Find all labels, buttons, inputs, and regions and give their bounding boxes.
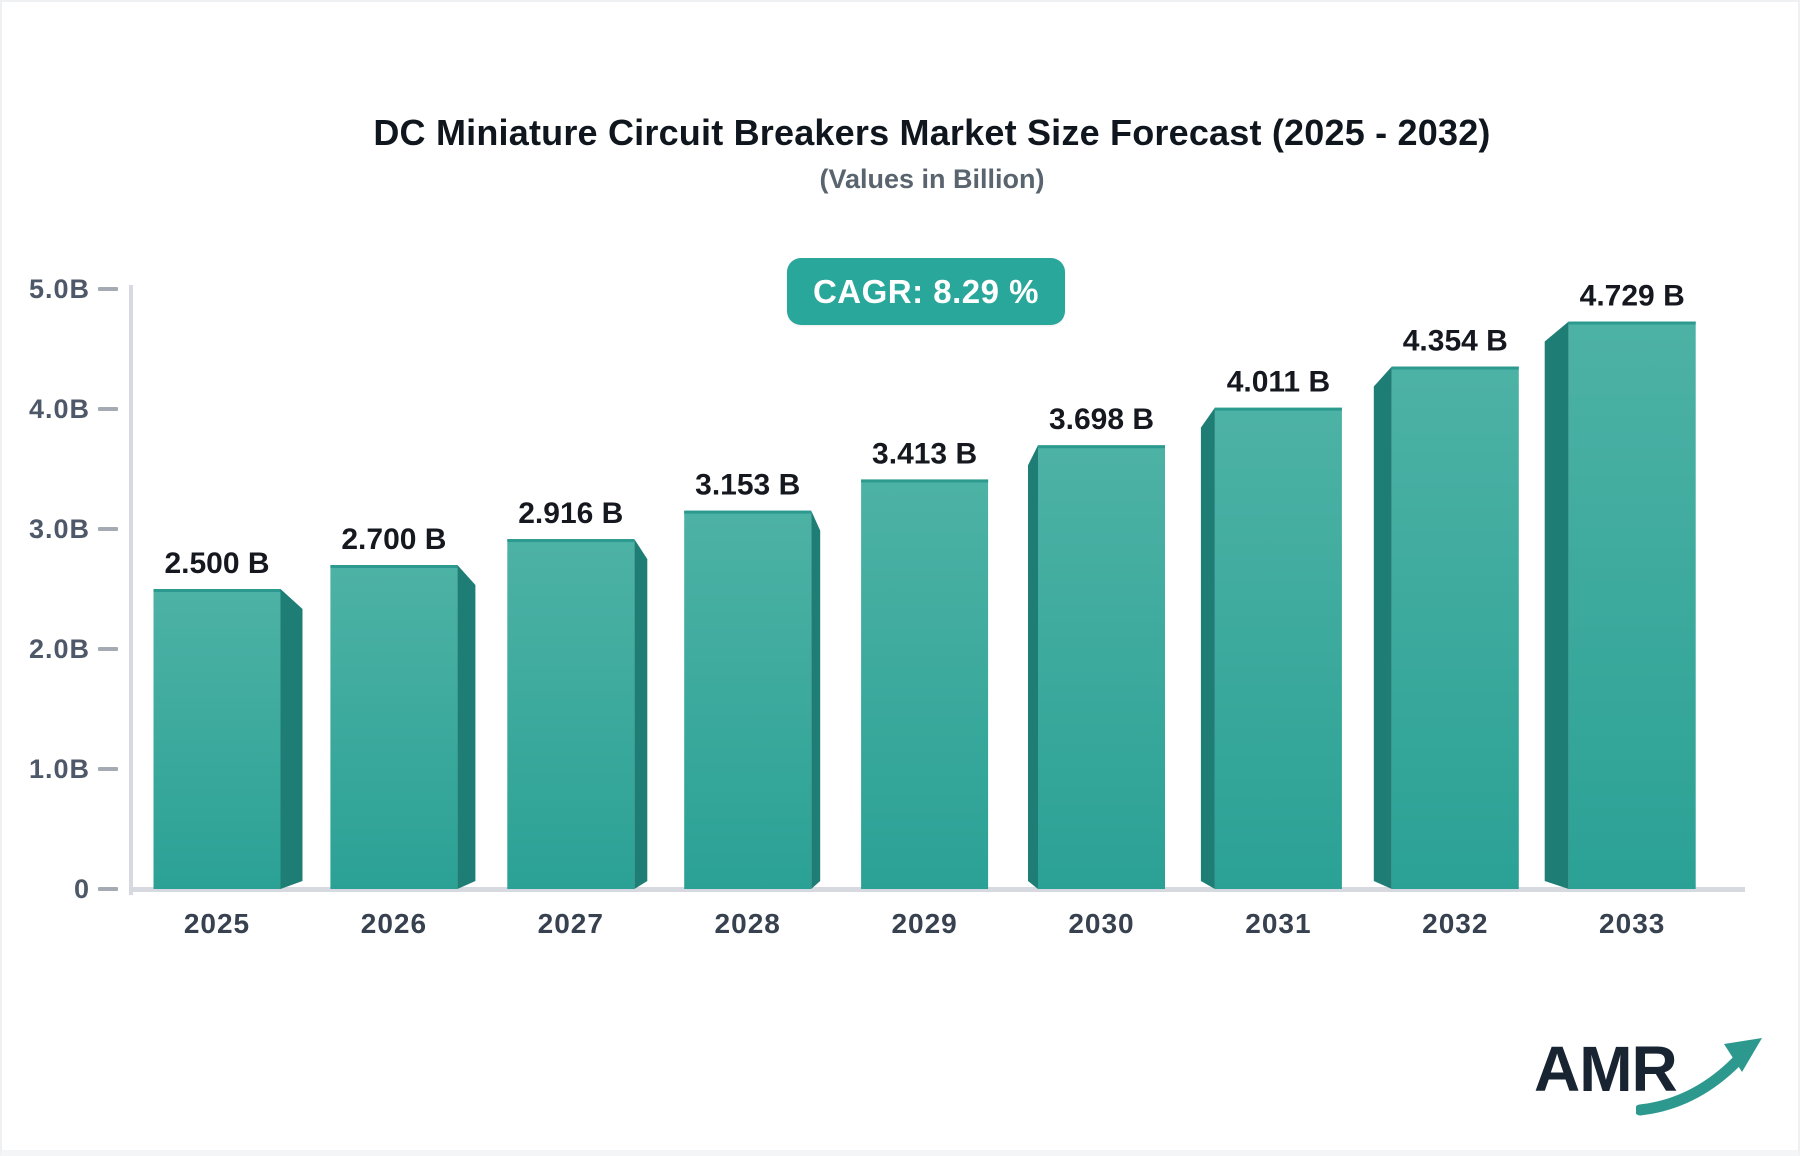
bar-top-edge <box>1038 445 1165 449</box>
x-tick-label: 2030 <box>1068 908 1134 939</box>
page-title: DC Miniature Circuit Breakers Market Siz… <box>373 112 1491 153</box>
bar-face <box>1568 321 1696 889</box>
x-tick-label: 2028 <box>715 908 781 939</box>
x-axis-line <box>129 887 1745 892</box>
bar-top-edge <box>684 510 812 514</box>
bar-face <box>330 565 458 889</box>
bar-face <box>1391 366 1519 889</box>
x-tick-label: 2026 <box>361 908 427 939</box>
bar-top-edge <box>507 539 635 543</box>
x-tick-label: 2031 <box>1245 908 1311 939</box>
bar-face <box>153 589 281 889</box>
amr-logo-text: AMR <box>1534 1033 1678 1105</box>
y-axis-line <box>129 285 133 895</box>
bar-face <box>507 539 635 889</box>
bar-value-label: 2.500 B <box>164 547 269 580</box>
bar-top-edge <box>1391 366 1519 370</box>
bar-side <box>634 539 648 889</box>
y-tick-mark <box>98 647 118 651</box>
bar-top-edge <box>1568 321 1696 325</box>
bar-top-edge <box>861 479 989 483</box>
x-tick-label: 2025 <box>184 908 250 939</box>
bar-face <box>1214 407 1342 889</box>
bar-value-label: 2.916 B <box>518 497 623 530</box>
cagr-badge-label: CAGR: 8.29 % <box>812 272 1040 310</box>
bar-side <box>811 510 821 889</box>
bar-side <box>1028 445 1038 889</box>
y-tick-label: 0 <box>74 874 90 904</box>
bar-top-edge <box>1214 407 1342 411</box>
bar-side <box>1200 407 1215 889</box>
bar-value-label: 2.700 B <box>341 523 446 556</box>
x-tick-label: 2029 <box>891 908 957 939</box>
bar-face <box>684 510 812 889</box>
bar-value-label: 3.153 B <box>695 469 800 502</box>
y-tick-label: 2.0B <box>29 634 90 664</box>
y-tick-mark <box>98 887 118 891</box>
bar-value-label: 4.354 B <box>1403 325 1508 358</box>
bar-face <box>1038 445 1165 889</box>
y-tick-mark <box>98 287 118 291</box>
y-tick-mark <box>98 527 118 531</box>
chart-subtitle: (Values in Billion) <box>819 164 1045 194</box>
y-tick-mark <box>98 767 118 771</box>
x-tick-label: 2027 <box>538 908 604 939</box>
bar-top-edge <box>330 565 458 568</box>
bar-value-label: 4.729 B <box>1580 280 1685 313</box>
cagr-badge: CAGR: 8.29 % <box>787 258 1065 325</box>
y-tick-label: 5.0B <box>29 274 90 304</box>
bar-side <box>1544 321 1569 889</box>
bar-value-label: 3.698 B <box>1049 403 1154 436</box>
y-tick-label: 4.0B <box>29 394 90 424</box>
x-tick-label: 2033 <box>1599 908 1665 939</box>
y-tick-label: 1.0B <box>29 754 90 784</box>
bar-value-label: 4.011 B <box>1227 366 1330 399</box>
bar-side <box>457 565 476 889</box>
bar-side <box>280 589 303 889</box>
y-tick-mark <box>98 407 118 411</box>
amr-logo: AMR <box>1534 1032 1762 1122</box>
bar-value-label: 3.413 B <box>872 437 977 470</box>
y-tick-label: 3.0B <box>29 514 90 544</box>
x-tick-label: 2032 <box>1422 908 1488 939</box>
bar-face <box>861 479 989 889</box>
growth-arrow-icon <box>1636 1038 1762 1116</box>
bar-side <box>1373 366 1392 889</box>
bar-top-edge <box>153 589 281 592</box>
